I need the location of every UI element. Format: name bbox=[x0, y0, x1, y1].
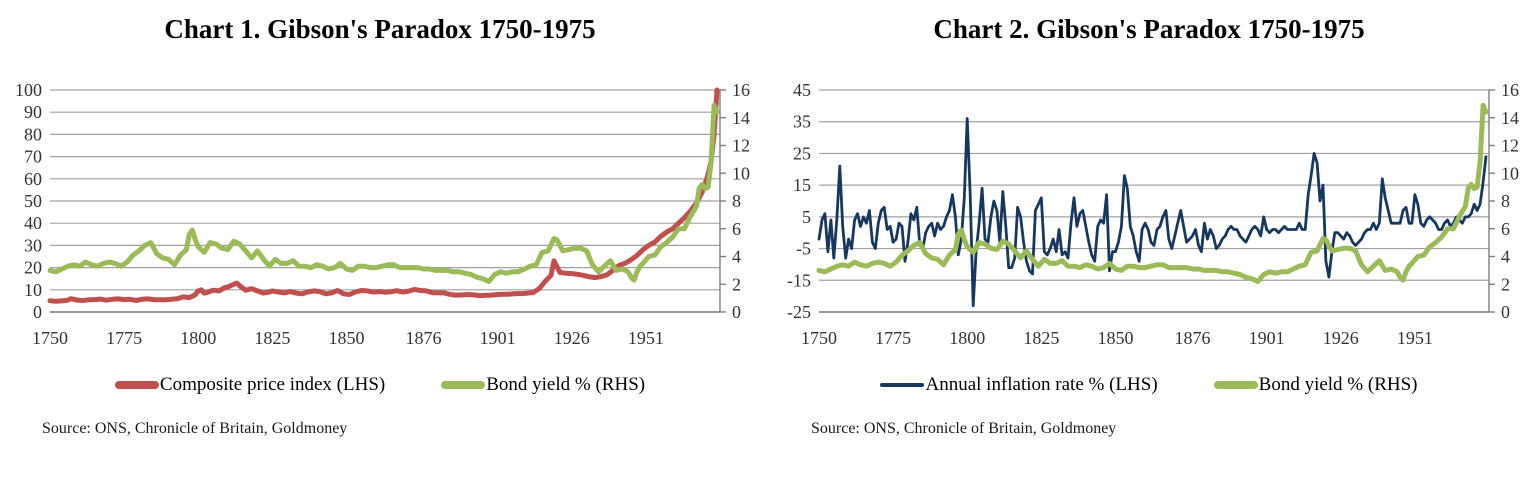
y-right-tick-label: 2 bbox=[732, 274, 741, 294]
bond-yield-line-swatch bbox=[1213, 381, 1258, 389]
x-tick-label: 1800 bbox=[180, 328, 216, 348]
composite-price-index-line bbox=[47, 87, 720, 304]
y-right-tick-label: 6 bbox=[1501, 219, 1510, 239]
y-right-tick-label: 8 bbox=[1501, 191, 1510, 211]
chart2-plot: -25 -15 -5 5 15 25 35 45 0 2 4 6 8 10 12 14 16 1750 1775 18… bbox=[787, 80, 1519, 348]
legend-item-inflation: Annual inflation rate % (LHS) bbox=[880, 374, 1158, 396]
x-tick-label: 1876 bbox=[406, 328, 442, 348]
y-right-tick-label: 16 bbox=[1501, 80, 1519, 100]
legend-label-bond-yield: Bond yield % (RHS) bbox=[486, 374, 646, 395]
legend-item-bond-yield: Bond yield % (RHS) bbox=[441, 374, 645, 396]
y-left-tick-label: 10 bbox=[24, 280, 42, 300]
y-left-tick-label: 15 bbox=[793, 175, 811, 195]
y-right-tick-label: 14 bbox=[732, 108, 750, 128]
chart2-source-note: Source: ONS, Chronicle of Britain, Goldm… bbox=[811, 420, 1117, 437]
x-tick-label: 1800 bbox=[949, 328, 985, 348]
y-right-tick-label: 4 bbox=[732, 247, 741, 267]
y-left-tick-label: -25 bbox=[787, 302, 811, 322]
y-right-tick-label: 8 bbox=[732, 191, 741, 211]
x-tick-label: 1825 bbox=[254, 328, 290, 348]
legend-label-inflation: Annual inflation rate % (LHS) bbox=[925, 374, 1158, 395]
annual-inflation-line bbox=[817, 117, 1488, 308]
x-tick-label: 1825 bbox=[1023, 328, 1059, 348]
chart2-block: Chart 2. Gibson's Paradox 1750-1975 -25-… bbox=[769, 0, 1529, 479]
x-tick-label: 1951 bbox=[628, 328, 664, 348]
y-right-tick-label: 0 bbox=[1501, 302, 1510, 322]
price-index-line-swatch bbox=[114, 381, 159, 389]
legend-label-bond-yield: Bond yield % (RHS) bbox=[1258, 374, 1418, 395]
y-left-tick-label: 50 bbox=[24, 191, 42, 211]
y-left-tick-label: 25 bbox=[793, 143, 811, 163]
y-right-tick-label: 16 bbox=[732, 80, 750, 100]
y-left-tick-label: 40 bbox=[24, 213, 42, 233]
x-tick-label: 1775 bbox=[106, 328, 142, 348]
y-left-tick-label: 35 bbox=[793, 112, 811, 132]
y-left-tick-label: 90 bbox=[24, 102, 42, 122]
x-tick-label: 1750 bbox=[32, 328, 68, 348]
bond-yield-line bbox=[816, 102, 1489, 284]
x-tick-label: 1926 bbox=[1323, 328, 1359, 348]
y-right-tick-label: 0 bbox=[732, 302, 741, 322]
chart1-legend: Composite price index (LHS) Bond yield %… bbox=[0, 374, 760, 396]
y-right-tick-label: 10 bbox=[732, 163, 750, 183]
bond-yield-line-swatch bbox=[441, 381, 486, 389]
y-right-tick-label: 4 bbox=[1501, 247, 1510, 267]
y-right-tick-label: 12 bbox=[1501, 136, 1519, 156]
chart2-legend: Annual inflation rate % (LHS) Bond yield… bbox=[769, 374, 1529, 396]
y-left-tick-label: 70 bbox=[24, 147, 42, 167]
legend-item-price-index: Composite price index (LHS) bbox=[114, 374, 386, 396]
chart1-title: Chart 1. Gibson's Paradox 1750-1975 bbox=[164, 14, 596, 44]
y-left-tick-label: 30 bbox=[24, 235, 42, 255]
y-right-tick-label: 12 bbox=[732, 136, 750, 156]
y-left-tick-label: 100 bbox=[15, 80, 42, 100]
x-tick-label: 1775 bbox=[875, 328, 911, 348]
y-right-tick-label: 2 bbox=[1501, 274, 1510, 294]
bond-yield-line bbox=[47, 102, 720, 284]
legend-item-bond-yield: Bond yield % (RHS) bbox=[1213, 374, 1418, 396]
y-left-tick-label: 80 bbox=[24, 124, 42, 144]
inflation-line-swatch bbox=[880, 383, 925, 387]
x-tick-label: 1901 bbox=[1249, 328, 1285, 348]
x-tick-label: 1876 bbox=[1175, 328, 1211, 348]
chart1-source-note: Source: ONS, Chronicle of Britain, Goldm… bbox=[42, 420, 348, 437]
legend-label-price-index: Composite price index (LHS) bbox=[159, 374, 386, 395]
x-tick-label: 1750 bbox=[801, 328, 837, 348]
x-tick-label: 1901 bbox=[480, 328, 516, 348]
y-right-tick-label: 6 bbox=[732, 219, 741, 239]
y-left-tick-label: 20 bbox=[24, 258, 42, 278]
chart1-block: Chart 1. Gibson's Paradox 1750-1975 0 10 2… bbox=[0, 0, 760, 479]
x-tick-label: 1926 bbox=[554, 328, 590, 348]
x-tick-label: 1951 bbox=[1397, 328, 1433, 348]
y-left-tick-label: 5 bbox=[802, 207, 811, 227]
y-left-tick-label: -15 bbox=[787, 270, 811, 290]
y-left-tick-label: -5 bbox=[796, 239, 811, 259]
x-tick-label: 1850 bbox=[1097, 328, 1133, 348]
y-right-tick-label: 10 bbox=[1501, 163, 1519, 183]
y-left-tick-label: 45 bbox=[793, 80, 811, 100]
y-left-tick-label: 60 bbox=[24, 169, 42, 189]
x-tick-label: 1850 bbox=[328, 328, 364, 348]
chart2-title: Chart 2. Gibson's Paradox 1750-1975 bbox=[933, 14, 1365, 44]
y-left-tick-label: 0 bbox=[33, 302, 42, 322]
y-right-tick-label: 14 bbox=[1501, 108, 1519, 128]
